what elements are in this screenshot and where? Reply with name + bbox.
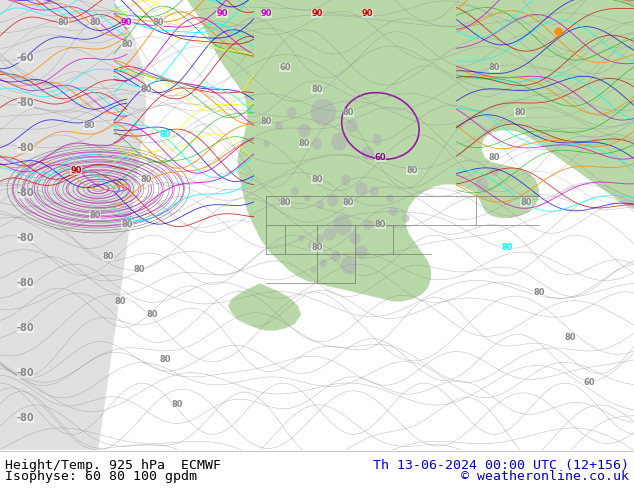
- Text: -80: -80: [16, 189, 34, 198]
- Polygon shape: [187, 0, 634, 301]
- Ellipse shape: [369, 186, 379, 196]
- Ellipse shape: [402, 214, 410, 222]
- Text: 80: 80: [311, 85, 323, 95]
- Text: 80: 80: [159, 130, 171, 140]
- Text: 80: 80: [311, 175, 323, 184]
- Ellipse shape: [291, 187, 299, 195]
- Text: 80: 80: [146, 310, 158, 319]
- Ellipse shape: [388, 207, 398, 216]
- Text: -80: -80: [16, 323, 34, 333]
- Text: -80: -80: [16, 144, 34, 153]
- Text: 90: 90: [261, 9, 272, 18]
- Ellipse shape: [307, 242, 314, 248]
- Text: © weatheronline.co.uk: © weatheronline.co.uk: [461, 470, 629, 483]
- Text: 90: 90: [216, 9, 228, 18]
- Ellipse shape: [333, 215, 352, 235]
- Ellipse shape: [311, 267, 317, 273]
- Text: 80: 80: [343, 198, 354, 207]
- Text: 80: 80: [565, 333, 576, 342]
- Ellipse shape: [361, 146, 374, 160]
- Ellipse shape: [346, 119, 358, 133]
- Text: 80: 80: [406, 167, 418, 175]
- Text: 80: 80: [134, 266, 145, 274]
- Ellipse shape: [476, 178, 488, 191]
- Text: 80: 80: [102, 252, 113, 261]
- Ellipse shape: [341, 174, 351, 186]
- Text: 80: 80: [533, 288, 545, 297]
- Ellipse shape: [316, 234, 324, 243]
- Text: Isophyse: 60 80 100 gpdm: Isophyse: 60 80 100 gpdm: [5, 470, 197, 483]
- Ellipse shape: [363, 220, 372, 230]
- Ellipse shape: [332, 251, 341, 261]
- Text: 80: 80: [343, 108, 354, 117]
- Text: -80: -80: [16, 278, 34, 289]
- Text: 90: 90: [311, 9, 323, 18]
- Text: 80: 80: [121, 41, 133, 49]
- Text: 80: 80: [521, 198, 532, 207]
- Text: -80: -80: [16, 414, 34, 423]
- Ellipse shape: [316, 200, 324, 209]
- Text: 90: 90: [362, 9, 373, 18]
- Text: 80: 80: [261, 117, 272, 126]
- Ellipse shape: [349, 233, 361, 244]
- Text: 80: 80: [121, 220, 133, 229]
- Text: 80: 80: [159, 355, 171, 365]
- Ellipse shape: [372, 134, 382, 145]
- Ellipse shape: [312, 138, 321, 149]
- Ellipse shape: [327, 194, 339, 206]
- Ellipse shape: [298, 123, 311, 137]
- Text: 80: 80: [514, 108, 526, 117]
- Ellipse shape: [355, 245, 368, 259]
- Text: 80: 80: [172, 400, 183, 409]
- Text: 80: 80: [89, 18, 101, 27]
- Text: 80: 80: [299, 140, 310, 148]
- Text: Height/Temp. 925 hPa  ECMWF: Height/Temp. 925 hPa ECMWF: [5, 459, 221, 472]
- Ellipse shape: [275, 122, 283, 130]
- Ellipse shape: [279, 197, 285, 203]
- Ellipse shape: [490, 166, 500, 176]
- Text: 80: 80: [58, 18, 69, 27]
- Text: 80: 80: [375, 220, 386, 229]
- Text: 80: 80: [280, 198, 291, 207]
- Text: Th 13-06-2024 00:00 UTC (12+156): Th 13-06-2024 00:00 UTC (12+156): [373, 459, 629, 472]
- Ellipse shape: [320, 259, 327, 267]
- Text: 80: 80: [140, 175, 152, 184]
- Polygon shape: [0, 0, 146, 450]
- Ellipse shape: [287, 107, 296, 118]
- Text: 80: 80: [140, 85, 152, 95]
- Text: 80: 80: [153, 18, 164, 27]
- Text: -80: -80: [16, 233, 34, 244]
- Ellipse shape: [386, 194, 394, 202]
- Ellipse shape: [311, 99, 336, 126]
- Text: 90: 90: [121, 18, 133, 27]
- Text: 80: 80: [89, 211, 101, 220]
- Text: -80: -80: [16, 368, 34, 378]
- Text: 60: 60: [280, 63, 291, 72]
- Ellipse shape: [341, 256, 357, 274]
- Text: -80: -80: [16, 98, 34, 108]
- Text: 90: 90: [70, 167, 82, 175]
- Text: 80: 80: [311, 243, 323, 252]
- Polygon shape: [228, 283, 301, 331]
- Text: 80: 80: [115, 297, 126, 306]
- Ellipse shape: [355, 182, 368, 196]
- Ellipse shape: [263, 141, 269, 147]
- Ellipse shape: [304, 195, 311, 201]
- Text: 60: 60: [375, 153, 386, 162]
- Text: 80: 80: [489, 63, 500, 72]
- Text: -60: -60: [16, 53, 34, 64]
- Text: 80: 80: [489, 153, 500, 162]
- Text: 80: 80: [83, 122, 94, 130]
- Ellipse shape: [331, 133, 347, 151]
- Text: 60: 60: [584, 378, 595, 387]
- Text: 80: 80: [501, 243, 513, 252]
- Ellipse shape: [323, 227, 336, 241]
- Ellipse shape: [298, 235, 304, 242]
